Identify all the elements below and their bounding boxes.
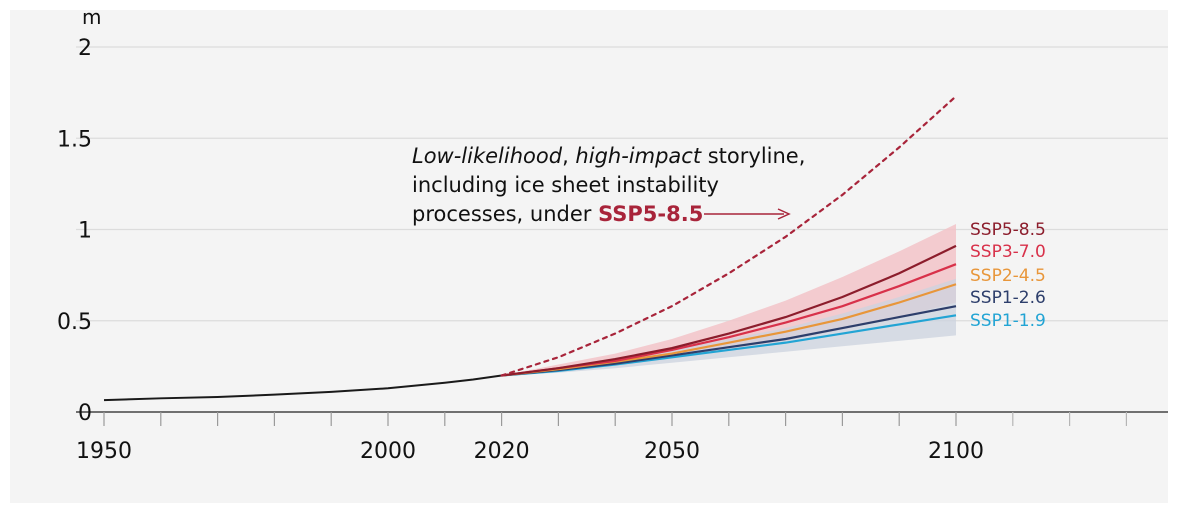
- plot-background: [10, 10, 1168, 503]
- tick-labels: 0 0.5 1 1.5 2 1950 2000 2020 2050 2100: [57, 36, 984, 464]
- series-label-ssp5-8-5: SSP5-8.5: [970, 220, 1046, 240]
- y-tick-label-2: 1: [78, 219, 92, 244]
- x-tick-label-4: 2100: [928, 439, 984, 464]
- annotation-arrow-head: [777, 208, 791, 220]
- series-lines: [501, 244, 957, 377]
- band-low: [501, 278, 956, 376]
- historical-line: [103, 374, 502, 402]
- annotation-italic-2: high-impact: [575, 144, 701, 168]
- y-tick-label-1: 0.5: [57, 310, 92, 335]
- annotation-line-3: processes, under SSP5-8.5: [412, 202, 703, 226]
- uncertainty-bands: [501, 224, 956, 376]
- annotation-italic-1: Low-likelihood: [412, 144, 563, 168]
- storyline-annotation: Low-likelihood, high-impact storyline, i…: [412, 144, 805, 226]
- x-tick-label-3: 2050: [644, 439, 700, 464]
- series-label-ssp3-7-0: SSP3-7.0: [970, 242, 1046, 262]
- x-tick-label-2: 2020: [474, 439, 530, 464]
- y-tick-label-3: 1.5: [57, 127, 92, 152]
- storyline-series: [500, 95, 958, 377]
- annotation-rest: storyline,: [701, 144, 805, 168]
- annotation-prefix: processes, under: [412, 202, 598, 226]
- series-label-ssp1-2-6: SSP1-2.6: [970, 288, 1046, 308]
- storyline-dotted-line: [500, 95, 958, 377]
- x-tick-label-1: 2000: [360, 439, 416, 464]
- series-label-ssp1-1-9: SSP1-1.9: [970, 311, 1046, 331]
- x-tick-label-0: 1950: [76, 439, 132, 464]
- annotation-separator: ,: [562, 144, 575, 168]
- historical-series: [103, 374, 502, 402]
- annotation-highlight: SSP5-8.5: [598, 202, 703, 226]
- annotation-line-2: including ice sheet instability: [412, 173, 719, 197]
- axes: m: [76, 5, 1168, 426]
- y-tick-label-4: 2: [78, 36, 92, 61]
- grid-lines: [76, 46, 1168, 322]
- series-line-ssp1-2-6: [501, 305, 957, 377]
- annotation-line-1: Low-likelihood, high-impact storyline,: [412, 144, 805, 168]
- y-tick-label-0: 0: [78, 401, 92, 426]
- series-line-ssp5-8-5: [501, 244, 957, 377]
- series-label-ssp2-4-5: SSP2-4.5: [970, 266, 1046, 286]
- y-unit-label: m: [82, 5, 101, 29]
